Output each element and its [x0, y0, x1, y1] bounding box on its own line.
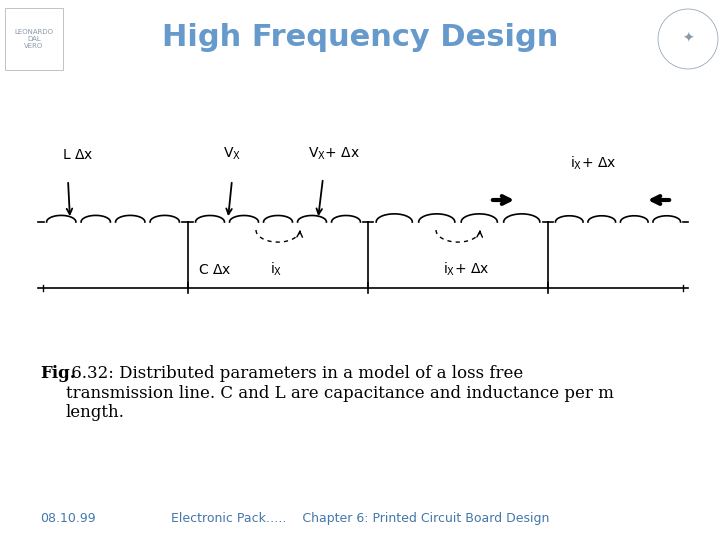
Text: i$_{\mathsf{X}}$: i$_{\mathsf{X}}$ — [270, 261, 282, 278]
Text: LEONARDO
DAL
VERO: LEONARDO DAL VERO — [14, 29, 53, 49]
Text: i$_{\mathsf{X}}$+ $\Delta$x: i$_{\mathsf{X}}$+ $\Delta$x — [443, 261, 490, 278]
Text: i$_{\mathsf{X}}$+ $\Delta$x: i$_{\mathsf{X}}$+ $\Delta$x — [570, 154, 616, 172]
Bar — [5, 8, 63, 70]
Text: Electronic Pack…..    Chapter 6: Printed Circuit Board Design: Electronic Pack….. Chapter 6: Printed Ci… — [171, 512, 549, 525]
Text: ✦: ✦ — [682, 32, 694, 46]
Text: V$_{\mathsf{X}}$+ $\Delta$x: V$_{\mathsf{X}}$+ $\Delta$x — [308, 146, 360, 162]
Text: V$_{\mathsf{X}}$: V$_{\mathsf{X}}$ — [223, 146, 241, 162]
Text: 08.10.99: 08.10.99 — [40, 512, 96, 525]
Text: L $\Delta$x: L $\Delta$x — [62, 148, 94, 162]
Text: 6.32: Distributed parameters in a model of a loss free
transmission line. C and : 6.32: Distributed parameters in a model … — [66, 365, 614, 421]
Text: Fig.: Fig. — [40, 365, 76, 382]
Text: C $\Delta$x: C $\Delta$x — [198, 263, 231, 277]
Text: High Frequency Design: High Frequency Design — [162, 24, 558, 52]
